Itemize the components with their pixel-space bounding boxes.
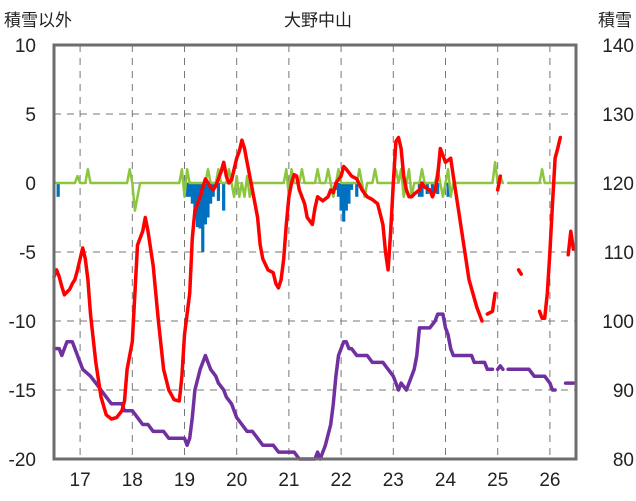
precipitation-bar [336,183,341,197]
right-tick-label: 100 [602,312,634,333]
x-tick-label: 18 [122,470,143,491]
precipitation-bar [198,183,202,229]
left-tick-label: -5 [19,243,36,264]
precipitation-bar [190,183,194,204]
series-line-気温 [485,291,497,316]
precipitation-bar [349,183,354,190]
x-tick-label: 23 [383,470,404,491]
precipitation-bar [188,183,192,197]
left-tick-label: 5 [25,105,36,126]
x-tick-label: 24 [435,470,457,491]
right-tick-label: 90 [613,381,634,402]
precipitation-bar [344,183,348,211]
x-tick-label: 17 [70,470,91,491]
right-axis-ticks: 140 130 120 110 100 90 80 [602,36,634,471]
right-tick-label: 120 [602,174,634,195]
right-tick-label: 130 [602,105,634,126]
series-line-積雪 [506,367,557,392]
series-line-積雪 [52,312,479,461]
right-axis-title: 積雪 [598,11,632,31]
left-tick-label: -15 [9,381,36,402]
precipitation-bar [206,183,210,218]
precipitation-bar [203,183,207,225]
precipitation-bar [430,183,435,197]
precipitation-bar [420,183,424,197]
series-lines [52,135,576,461]
x-axis-ticks: 17 18 19 20 21 22 23 24 25 26 [70,470,561,491]
precipitation-bar [347,183,351,204]
series-line-積雪 [495,364,505,372]
series-line-気温 [566,229,576,257]
precipitation-bar [56,183,60,197]
precipitation-bar [222,183,226,211]
grid-lines [54,44,576,460]
precipitation-bar [201,183,205,252]
left-tick-label: 0 [25,174,36,195]
x-tick-label: 19 [174,470,195,491]
precipitation-bar [216,183,221,201]
x-tick-label: 26 [539,470,560,491]
chart-title: 大野中山 [284,11,352,31]
left-tick-label: -10 [9,312,36,333]
precipitation-bar [185,183,189,197]
precipitation-bar [446,183,450,197]
right-tick-label: 110 [604,243,634,264]
precipitation-bar [342,183,346,222]
right-tick-label: 140 [602,36,634,57]
left-tick-label: -20 [9,450,36,471]
series-line-積雪 [477,360,495,372]
plot-frame [52,43,578,461]
x-tick-label: 25 [487,470,508,491]
series-line-風速 [506,167,575,185]
left-axis-ticks: 10 5 0 -5 -10 -15 -20 [9,36,36,471]
x-tick-label: 20 [226,470,247,491]
x-tick-label: 22 [331,470,352,491]
precipitation-bar [193,183,197,211]
precipitation-bar [355,183,359,197]
series-line-気温 [537,135,563,320]
precipitation-bar [339,183,343,211]
right-tick-label: 80 [613,450,634,471]
precipitation-bar [209,183,213,204]
left-tick-label: 10 [15,36,36,57]
series-line-気温 [52,135,484,421]
left-axis-title: 積雪以外 [4,11,72,31]
precipitation-bar [436,183,440,195]
series-line-気温 [495,174,503,192]
series-line-風速 [454,161,505,185]
x-tick-label: 21 [278,470,299,491]
series-line-気温 [516,268,523,276]
